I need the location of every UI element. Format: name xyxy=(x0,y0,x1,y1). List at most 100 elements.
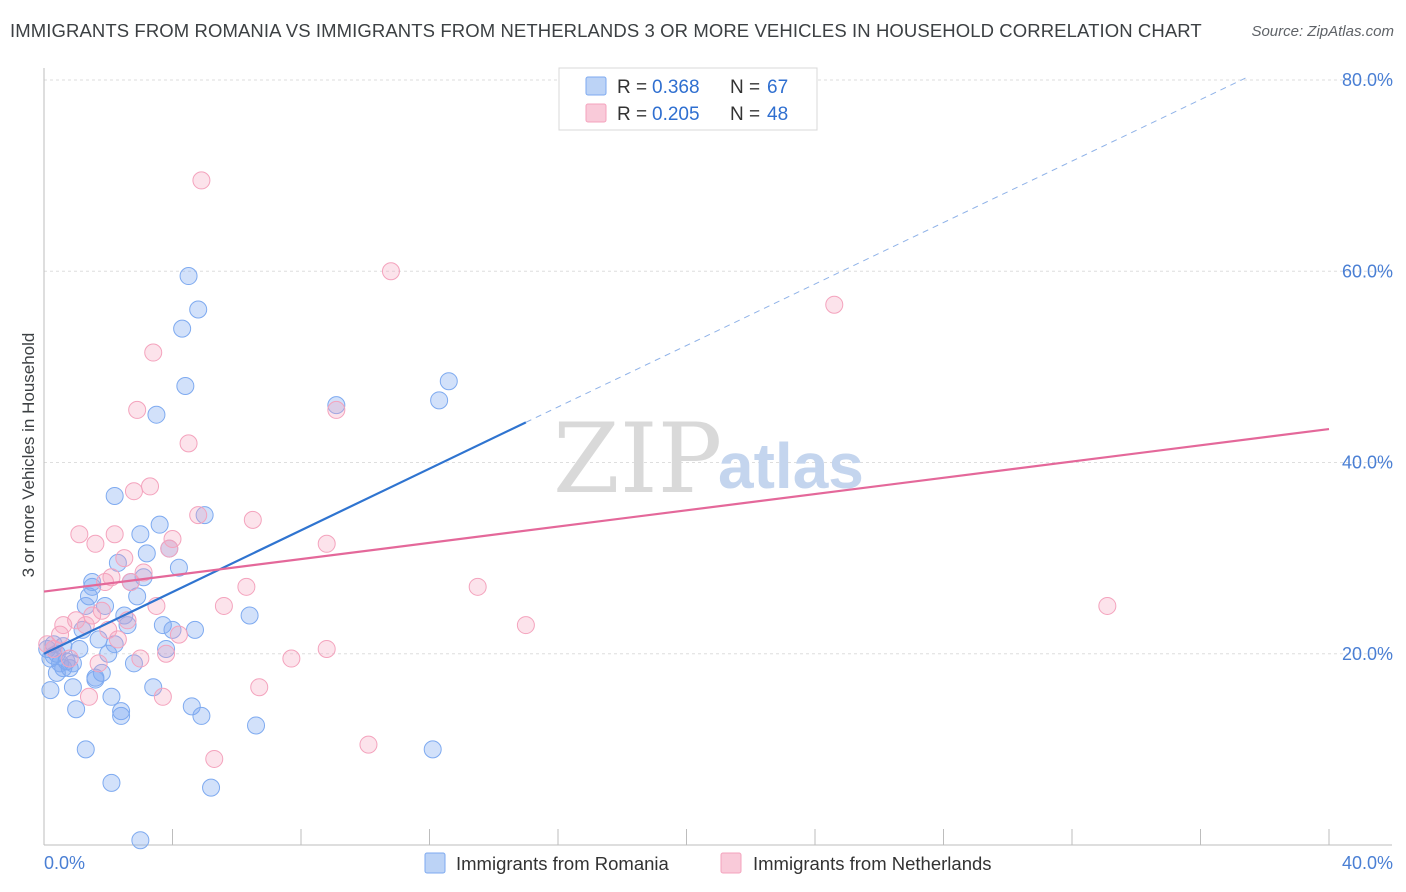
data-point xyxy=(189,300,208,319)
data-point xyxy=(516,616,535,635)
data-point xyxy=(60,659,79,678)
stats-legend: R = 0.368 N = 67 R = 0.205 N = 48 xyxy=(558,67,818,131)
trend-line-netherlands xyxy=(43,427,1330,593)
legend-swatch-romania xyxy=(585,76,607,96)
data-point xyxy=(381,262,400,281)
x-tick-label: 0.0% xyxy=(44,853,85,873)
data-point xyxy=(105,486,124,505)
data-point xyxy=(67,700,86,719)
legend-r-label: R = xyxy=(617,77,647,98)
y-tick-label: 20.0% xyxy=(1342,644,1393,664)
data-point xyxy=(1098,596,1117,615)
series-legend: Immigrants from Romania Immigrants from … xyxy=(424,852,992,874)
data-point xyxy=(195,506,214,525)
data-point xyxy=(115,549,134,568)
data-point xyxy=(243,510,262,529)
data-point xyxy=(96,596,115,615)
data-point xyxy=(131,525,150,544)
data-point xyxy=(182,697,201,716)
y-tick-label: 40.0% xyxy=(1342,453,1393,473)
chart-title: IMMIGRANTS FROM ROMANIA VS IMMIGRANTS FR… xyxy=(10,20,1202,41)
data-point xyxy=(205,749,224,768)
tick-labels: 20.0% 40.0% 60.0% 80.0% 0.0% 40.0% xyxy=(44,70,1393,873)
data-point xyxy=(179,434,198,453)
data-point xyxy=(317,639,336,658)
data-point xyxy=(76,740,95,759)
data-point xyxy=(282,649,301,668)
source-label: Source: ZipAtlas.com xyxy=(1251,23,1394,40)
data-point xyxy=(41,681,60,700)
data-point xyxy=(237,577,256,596)
trend-line-romania xyxy=(43,421,527,655)
series-romania-points xyxy=(38,267,458,850)
legend-r-value: 0.205 xyxy=(652,104,700,125)
data-point xyxy=(359,735,378,754)
legend-swatch-netherlands xyxy=(585,103,607,123)
legend-n-label: N = xyxy=(730,104,760,125)
data-point xyxy=(192,171,211,190)
data-point xyxy=(317,534,336,553)
data-point xyxy=(157,639,176,658)
data-point xyxy=(153,687,172,706)
data-point xyxy=(247,716,266,735)
data-point xyxy=(189,506,208,525)
data-point xyxy=(112,706,131,725)
data-point xyxy=(430,391,449,410)
data-point xyxy=(128,400,147,419)
data-point xyxy=(327,400,346,419)
data-point xyxy=(214,596,233,615)
data-point xyxy=(423,740,442,759)
data-point xyxy=(240,606,259,625)
y-tick-label: 80.0% xyxy=(1342,70,1393,90)
data-point xyxy=(157,644,176,663)
data-point xyxy=(144,343,163,362)
data-point xyxy=(86,534,105,553)
data-point xyxy=(105,525,124,544)
y-axis-label: 3 or more Vehicles in Household xyxy=(19,333,38,578)
data-point xyxy=(153,616,172,635)
data-point xyxy=(825,295,844,314)
data-point xyxy=(327,396,346,415)
data-point xyxy=(192,706,211,725)
data-point xyxy=(63,678,82,697)
y-tick-label: 60.0% xyxy=(1342,261,1393,281)
data-point xyxy=(169,558,188,577)
data-point xyxy=(51,625,70,644)
data-point xyxy=(108,630,127,649)
grid-lines xyxy=(44,79,1392,655)
data-point xyxy=(439,372,458,391)
series-legend-label-romania: Immigrants from Romania xyxy=(456,853,670,874)
data-point xyxy=(89,654,108,673)
legend-n-label: N = xyxy=(730,77,760,98)
data-point xyxy=(150,515,169,534)
data-point xyxy=(86,670,105,689)
series-legend-label-netherlands: Immigrants from Netherlands xyxy=(753,853,992,874)
axes xyxy=(43,68,1392,846)
data-point xyxy=(124,482,143,501)
series-netherlands-points xyxy=(38,171,1117,768)
watermark-zip: ZIP xyxy=(553,403,722,515)
legend-r-label: R = xyxy=(617,104,647,125)
data-point xyxy=(70,525,89,544)
x-tick-label: 40.0% xyxy=(1342,853,1393,873)
data-point xyxy=(468,577,487,596)
data-point xyxy=(163,530,182,548)
data-point xyxy=(99,644,118,663)
legend-n-value: 67 xyxy=(767,77,788,98)
data-point xyxy=(185,620,204,639)
data-point xyxy=(202,778,221,797)
data-point xyxy=(79,587,98,606)
trend-line-romania-projection xyxy=(525,77,1246,423)
data-point xyxy=(147,405,166,424)
data-point xyxy=(102,687,121,706)
data-point xyxy=(169,625,188,644)
data-point xyxy=(141,477,160,496)
data-point xyxy=(131,649,150,668)
data-point xyxy=(179,267,198,286)
data-point xyxy=(137,544,156,563)
data-point xyxy=(134,563,153,582)
data-point xyxy=(250,678,269,697)
series-legend-swatch-romania xyxy=(424,852,446,874)
data-point xyxy=(112,702,131,721)
